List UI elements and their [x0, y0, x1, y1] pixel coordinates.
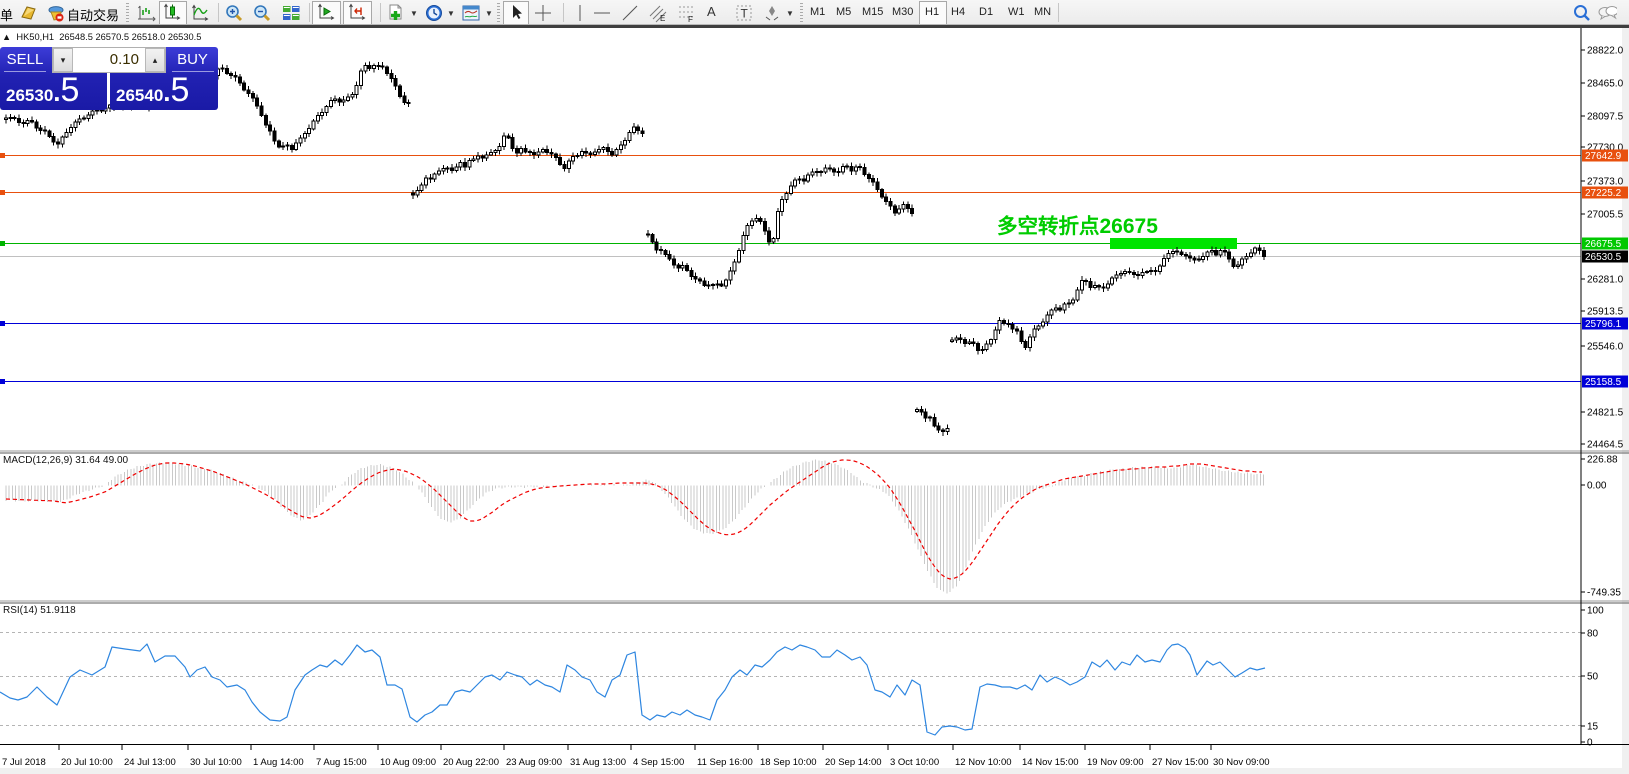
svg-text:100: 100	[1587, 606, 1604, 617]
svg-text:T: T	[741, 7, 749, 21]
svg-text:30 Jul 10:00: 30 Jul 10:00	[190, 757, 242, 768]
svg-text:20 Jul 10:00: 20 Jul 10:00	[61, 757, 113, 768]
svg-text:0: 0	[1587, 738, 1593, 749]
svg-text:MACD(12,26,9) 31.64 49.00: MACD(12,26,9) 31.64 49.00	[3, 455, 129, 466]
svg-text:226.88: 226.88	[1587, 455, 1618, 466]
svg-text:50: 50	[1587, 672, 1599, 683]
svg-text:1 Aug 14:00: 1 Aug 14:00	[253, 757, 304, 768]
svg-text:19 Nov 09:00: 19 Nov 09:00	[1087, 757, 1144, 768]
svg-text:25158.5: 25158.5	[1585, 377, 1622, 388]
svg-text:28822.0: 28822.0	[1587, 46, 1624, 57]
svg-text:25796.1: 25796.1	[1585, 319, 1622, 330]
svg-text:25913.5: 25913.5	[1587, 307, 1624, 318]
svg-text:26530.5: 26530.5	[1585, 252, 1622, 263]
svg-text:26281.0: 26281.0	[1587, 275, 1624, 286]
svg-text:27225.2: 27225.2	[1585, 188, 1622, 199]
svg-text:4 Sep 15:00: 4 Sep 15:00	[633, 757, 684, 768]
svg-text:24464.5: 24464.5	[1587, 440, 1624, 451]
svg-text:12 Nov 10:00: 12 Nov 10:00	[955, 757, 1012, 768]
svg-text:27373.0: 27373.0	[1587, 177, 1624, 188]
svg-text:18 Sep 10:00: 18 Sep 10:00	[760, 757, 817, 768]
svg-text:E: E	[660, 14, 665, 23]
svg-text:3 Oct 10:00: 3 Oct 10:00	[890, 757, 939, 768]
svg-text:27730.0: 27730.0	[1587, 143, 1624, 154]
svg-text:RSI(14) 51.9118: RSI(14) 51.9118	[3, 605, 76, 616]
svg-text:10 Aug 09:00: 10 Aug 09:00	[380, 757, 436, 768]
svg-text:20 Aug 22:00: 20 Aug 22:00	[443, 757, 499, 768]
svg-text:14 Nov 15:00: 14 Nov 15:00	[1022, 757, 1079, 768]
svg-text:24821.5: 24821.5	[1587, 408, 1624, 419]
svg-text:0.00: 0.00	[1587, 481, 1607, 492]
svg-text:30 Nov 09:00: 30 Nov 09:00	[1213, 757, 1270, 768]
svg-text:20 Sep 14:00: 20 Sep 14:00	[825, 757, 882, 768]
svg-text:27642.9: 27642.9	[1585, 151, 1622, 162]
svg-text:24 Jul 13:00: 24 Jul 13:00	[124, 757, 176, 768]
svg-text:28097.5: 28097.5	[1587, 112, 1624, 123]
svg-text:27005.5: 27005.5	[1587, 210, 1624, 221]
svg-text:25546.0: 25546.0	[1587, 342, 1624, 353]
svg-text:15: 15	[1587, 722, 1599, 733]
svg-text:多空转折点26675: 多空转折点26675	[997, 214, 1158, 238]
svg-text:23 Aug 09:00: 23 Aug 09:00	[506, 757, 562, 768]
svg-text:7 Aug 15:00: 7 Aug 15:00	[316, 757, 367, 768]
svg-text:31 Aug 13:00: 31 Aug 13:00	[570, 757, 626, 768]
svg-text:11 Sep 16:00: 11 Sep 16:00	[697, 757, 753, 768]
svg-text:80: 80	[1587, 629, 1599, 640]
svg-text:F: F	[688, 15, 693, 23]
svg-text:▲ HK50,H1 26548.5 26570.5 26: ▲ HK50,H1 26548.5 26570.5 26518.0 26530.…	[2, 32, 201, 42]
svg-text:27 Nov 15:00: 27 Nov 15:00	[1152, 757, 1209, 768]
svg-text:26675.5: 26675.5	[1585, 239, 1622, 250]
svg-text:28465.0: 28465.0	[1587, 79, 1624, 90]
svg-text:7 Jul 2018: 7 Jul 2018	[2, 757, 46, 768]
svg-text:-749.35: -749.35	[1587, 588, 1621, 599]
